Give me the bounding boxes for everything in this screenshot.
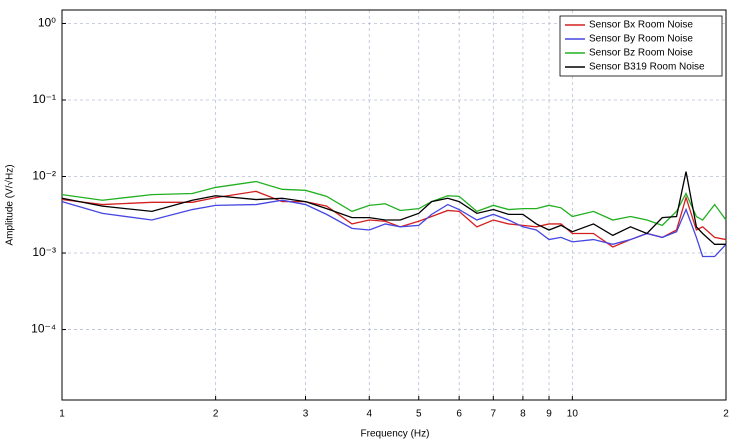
y-tick-label: 10⁻¹: [32, 92, 56, 106]
x-tick-label: 10: [567, 409, 579, 420]
x-tick-label: 4: [366, 409, 372, 420]
x-tick-label: 6: [456, 409, 462, 420]
x-tick-label: 2: [213, 409, 219, 420]
legend-label: Sensor Bx Room Noise: [589, 20, 693, 31]
data-line: [61, 180, 727, 227]
x-tick-label: 7: [491, 409, 497, 420]
y-tick-label: 10⁻⁴: [31, 322, 56, 336]
legend-label: Sensor Bz Room Noise: [589, 48, 693, 59]
y-tick-label: 10⁰: [38, 16, 56, 30]
y-tick-label: 10⁻²: [32, 169, 56, 183]
x-tick-label: 2: [723, 409, 729, 420]
x-tick-label: 3: [303, 409, 309, 420]
data-line: [61, 199, 727, 258]
x-tick-label: 5: [416, 409, 422, 420]
plot-frame: [61, 9, 727, 401]
x-axis-label: Frequency (Hz): [361, 429, 430, 440]
legend-box: [559, 15, 723, 77]
x-tick-label: 8: [520, 409, 526, 420]
legend-label: Sensor By Room Noise: [589, 34, 693, 45]
x-tick-label: 1: [59, 409, 65, 420]
y-axis-label: Amplitude (V/√Hz): [4, 164, 16, 245]
y-tick-label: 10⁻³: [32, 245, 56, 259]
data-line: [61, 190, 727, 248]
x-tick-label: 9: [546, 409, 552, 420]
data-line: [61, 171, 726, 245]
legend-label: Sensor B319 Room Noise: [589, 62, 705, 73]
